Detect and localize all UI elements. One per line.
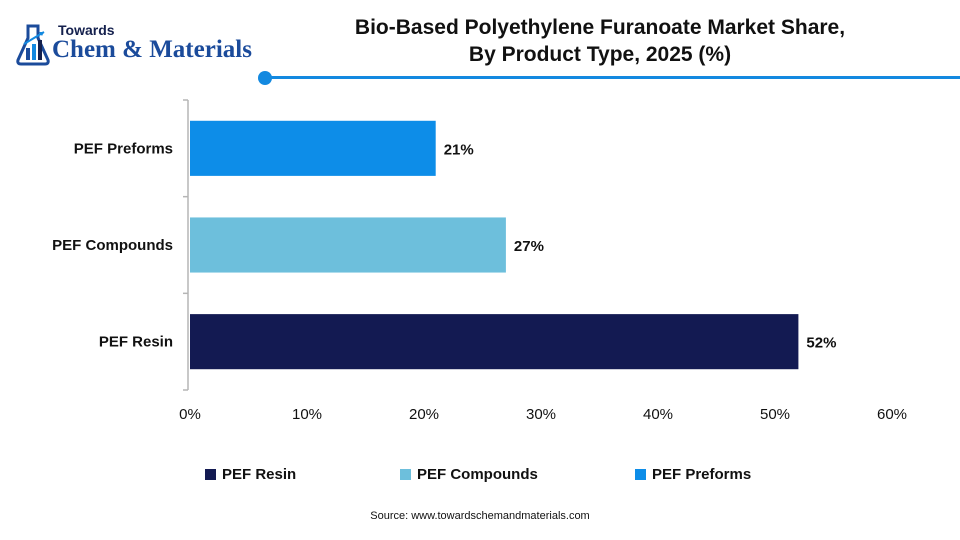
x-tick-label: 30% xyxy=(526,406,556,423)
chart-title: Bio-Based Polyethylene Furanoate Market … xyxy=(290,14,910,68)
brand-name-small: Towards xyxy=(58,22,115,38)
chart-title-line-2: By Product Type, 2025 (%) xyxy=(468,43,732,66)
legend-swatch xyxy=(205,469,216,480)
source-note: Source: www.towardschemandmaterials.com xyxy=(370,510,590,522)
chart-title-line-1: Bio-Based Polyethylene Furanoate Market … xyxy=(354,16,846,39)
category-label: PEF Preforms xyxy=(74,140,173,157)
legend-item: PEF Preforms xyxy=(635,466,751,483)
category-label: PEF Resin xyxy=(99,334,173,351)
x-tick-label: 40% xyxy=(643,406,673,423)
data-label: 27% xyxy=(514,238,544,255)
bar-pef-preforms xyxy=(190,120,436,176)
x-tick-label: 50% xyxy=(760,406,790,423)
bar-pef-compounds xyxy=(190,217,506,273)
brand-name-large: Chem & Materials xyxy=(52,36,252,63)
brand-logo: Towards Chem & Materials xyxy=(14,16,264,76)
header-rule-line xyxy=(268,76,960,79)
header-rule-dot xyxy=(258,71,272,85)
legend-item: PEF Compounds xyxy=(400,466,538,483)
chart-legend: PEF Resin PEF Compounds PEF Preforms xyxy=(0,466,960,486)
legend-label: PEF Preforms xyxy=(652,466,752,483)
bar-pef-resin xyxy=(190,314,799,370)
legend-label: PEF Compounds xyxy=(417,466,538,483)
bar-chart: PEF Preforms 21% PEF Compounds 27% PEF Resin… xyxy=(52,99,907,423)
x-tick-label: 10% xyxy=(292,406,322,423)
legend-label: PEF Resin xyxy=(222,466,297,483)
flask-icon xyxy=(16,24,50,66)
legend-item: PEF Resin xyxy=(205,466,296,483)
legend-swatch xyxy=(400,469,411,480)
legend-swatch xyxy=(635,469,646,480)
x-tick-label: 60% xyxy=(877,406,907,423)
data-label: 52% xyxy=(806,335,836,352)
x-tick-label: 20% xyxy=(409,406,439,423)
x-tick-label: 0% xyxy=(179,406,201,423)
category-label: PEF Compounds xyxy=(52,237,173,254)
data-label: 21% xyxy=(444,141,474,158)
